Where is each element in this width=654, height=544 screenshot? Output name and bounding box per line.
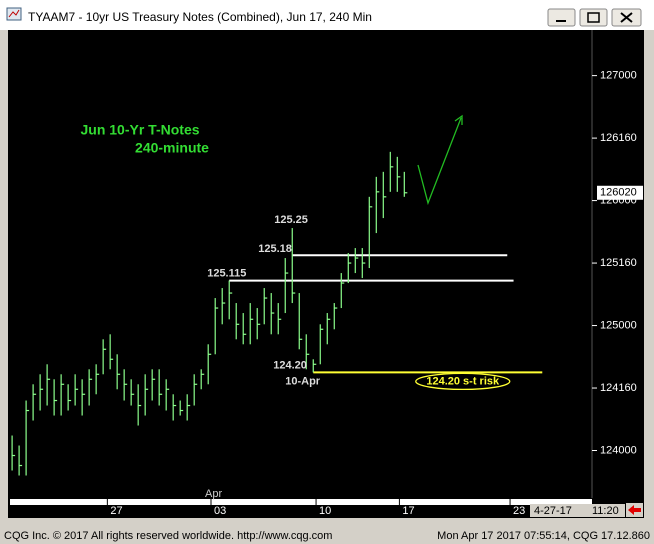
cursor-date: 4-27-17	[534, 505, 572, 517]
level-annotation: 124.20	[273, 359, 307, 371]
projection-arrowhead	[454, 114, 463, 125]
projection-line	[417, 117, 462, 206]
level-annotation: 125.25	[274, 214, 308, 226]
risk-ellipse	[415, 372, 511, 391]
chart-title: Jun 10-Yr T-Notes	[80, 122, 199, 138]
maximize-glyph	[587, 12, 600, 23]
title-bar	[0, 0, 654, 30]
app-icon-glyph	[8, 9, 20, 18]
month-label: Apr	[205, 488, 222, 500]
y-tick-label: 126160	[600, 132, 637, 144]
cursor-time: 11:20	[592, 505, 619, 517]
chart-area	[8, 30, 644, 518]
window-title: TYAAM7 - 10yr US Treasury Notes (Combine…	[28, 10, 372, 24]
y-tick-label: 127000	[600, 70, 637, 82]
y-tick-label: 125160	[600, 257, 637, 269]
cursor-box	[530, 504, 625, 517]
y-tick-label: 124160	[600, 382, 637, 394]
last-price-label: 126020	[600, 187, 637, 199]
y-tick-label: 124000	[600, 444, 637, 456]
risk-label: 124.20 s-t risk	[426, 375, 500, 387]
close-glyph	[620, 12, 633, 23]
window-buttons[interactable]	[547, 8, 642, 27]
time-scroll-strip[interactable]	[10, 499, 592, 505]
maximize-button[interactable]	[579, 8, 608, 27]
x-tick-label: 23	[513, 505, 525, 517]
app-icon	[6, 7, 22, 21]
last-price-box	[597, 185, 643, 200]
scroll-end-arrow	[628, 505, 641, 515]
level-annotation: 125.18	[258, 243, 292, 255]
chart-subtitle: 240-minute	[135, 140, 209, 156]
minimize-button[interactable]	[547, 8, 576, 27]
x-tick-label: 27	[110, 505, 122, 517]
x-tick-label: 17	[402, 505, 414, 517]
projection-arrow	[417, 114, 463, 206]
status-left: CQG Inc. © 2017 All rights reserved worl…	[4, 530, 332, 542]
x-tick-label: 03	[214, 505, 226, 517]
y-tick-label: 125000	[600, 319, 637, 331]
status-right: Mon Apr 17 2017 07:55:14, CQG 17.12.860	[437, 530, 650, 542]
date-annotation: 10-Apr	[285, 375, 321, 387]
x-tick-label: 10	[319, 505, 331, 517]
level-annotation: 125.115	[207, 268, 246, 280]
